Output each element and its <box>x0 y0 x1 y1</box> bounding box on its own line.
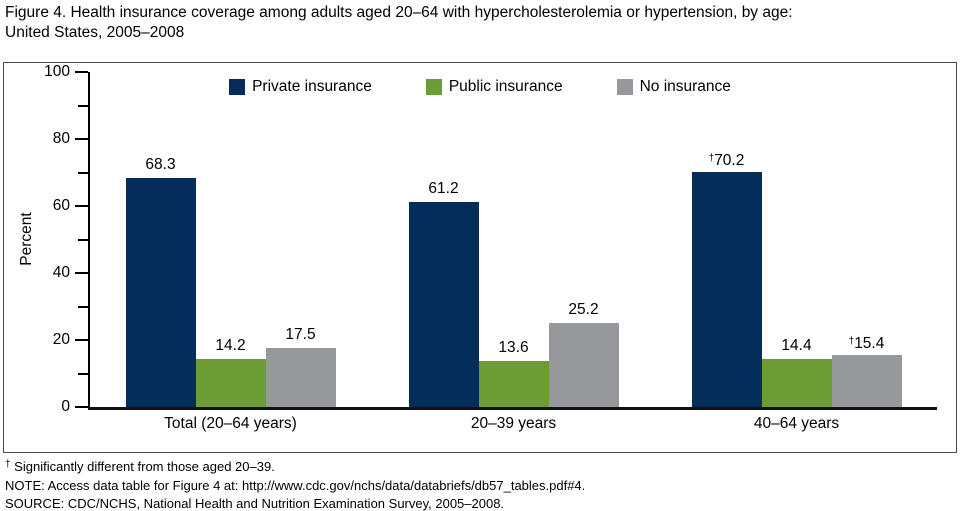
footnote-source: SOURCE: CDC/NCHS, National Health and Nu… <box>5 496 505 511</box>
footnote-dagger-text: Significantly different from those aged … <box>10 459 275 474</box>
footnotes: † Significantly different from those age… <box>5 456 585 511</box>
y-tick-label: 0 <box>61 398 70 415</box>
dagger-symbol: † <box>5 459 11 470</box>
legend-label: Public insurance <box>448 78 563 95</box>
y-minor-tick <box>78 305 88 308</box>
bar-no-insurance-2 <box>831 355 902 407</box>
bar-value-label: 13.6 <box>498 339 529 357</box>
bar-value-label: 14.4 <box>781 336 812 354</box>
legend-item: Private insurance <box>229 78 372 96</box>
y-axis-line <box>88 72 90 407</box>
legend-item: Public insurance <box>425 78 563 96</box>
legend-item: No insurance <box>616 78 731 96</box>
y-tick <box>75 406 88 408</box>
bar-public-insurance-1 <box>478 361 549 407</box>
bar-public-insurance-0 <box>195 359 266 407</box>
bar-value-label: 25.2 <box>568 300 599 318</box>
legend-swatch-private-insurance <box>229 79 246 95</box>
figure-title-line2: United States, 2005–2008 <box>5 24 185 41</box>
y-tick <box>75 71 88 73</box>
y-tick-label: 100 <box>44 63 70 80</box>
bar-private-insurance-2 <box>691 171 762 407</box>
bar-public-insurance-2 <box>761 358 832 407</box>
x-category-label: 40–64 years <box>753 415 840 432</box>
bar-value-label: 68.3 <box>145 156 176 174</box>
x-category-label: Total (20–64 years) <box>164 415 297 432</box>
legend-label: Private insurance <box>252 78 372 95</box>
figure-title-line1: Figure 4. Health insurance coverage amon… <box>5 4 793 21</box>
bar-no-insurance-1 <box>548 322 619 407</box>
dagger-symbol: † <box>848 336 855 348</box>
footnote-dagger: † Significantly different from those age… <box>5 456 585 477</box>
bar-private-insurance-0 <box>125 178 196 407</box>
bar-value-label: 61.2 <box>428 179 459 197</box>
bar-no-insurance-0 <box>265 348 336 407</box>
y-tick <box>75 138 88 140</box>
y-tick <box>75 272 88 274</box>
figure-title: Figure 4. Health insurance coverage amon… <box>5 3 793 43</box>
y-tick-label: 80 <box>52 130 70 147</box>
legend-swatch-no-insurance <box>616 79 633 95</box>
legend-label: No insurance <box>639 78 731 95</box>
y-axis-title: Percent <box>18 212 35 266</box>
chart-area: Private insurance Public insurance No insu… <box>3 62 957 453</box>
x-category-label: 20–39 years <box>470 415 557 432</box>
y-tick <box>75 205 88 207</box>
bar-value-label: 14.2 <box>215 337 246 355</box>
plot-area: Percent 0 20 40 60 80 100 68.3 61.2 †70.2 14.2 13.… <box>4 63 956 452</box>
y-minor-tick <box>78 104 88 107</box>
y-tick-label: 40 <box>52 264 70 281</box>
bar-private-insurance-1 <box>408 201 479 407</box>
footnote-note: NOTE: Access data table for Figure 4 at:… <box>5 477 586 493</box>
bar-value-label: †70.2 <box>708 151 745 169</box>
y-minor-tick <box>78 238 88 241</box>
dagger-symbol: † <box>708 152 715 164</box>
y-minor-tick <box>78 171 88 174</box>
y-tick <box>75 339 88 341</box>
legend: Private insurance Public insurance No insu… <box>4 78 956 96</box>
y-minor-tick <box>78 372 88 375</box>
bar-value-label: 17.5 <box>285 326 316 344</box>
y-tick-label: 60 <box>52 197 70 214</box>
bar-value-label: †15.4 <box>848 335 885 353</box>
y-tick-label: 20 <box>52 331 70 348</box>
legend-swatch-public-insurance <box>425 79 442 95</box>
x-axis-line <box>88 407 937 410</box>
